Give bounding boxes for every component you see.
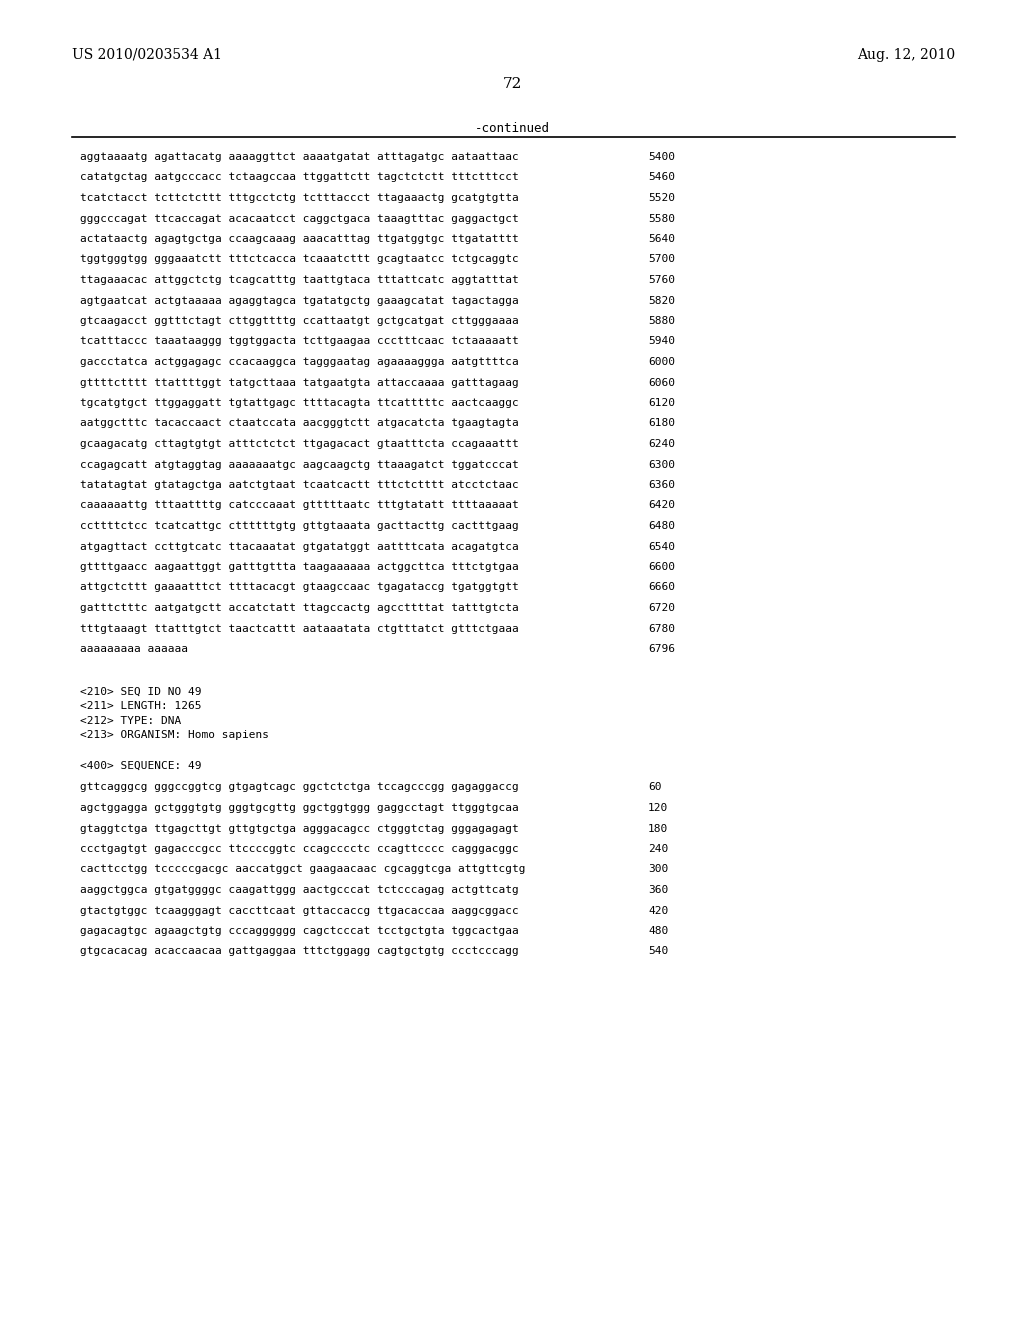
Text: gttttctttt ttattttggt tatgcttaaa tatgaatgta attaccaaaa gatttagaag: gttttctttt ttattttggt tatgcttaaa tatgaat… <box>80 378 519 388</box>
Text: 5640: 5640 <box>648 234 675 244</box>
Text: gtactgtggc tcaagggagt caccttcaat gttaccaccg ttgacaccaa aaggcggacc: gtactgtggc tcaagggagt caccttcaat gttacca… <box>80 906 519 916</box>
Text: 420: 420 <box>648 906 669 916</box>
Text: 6796: 6796 <box>648 644 675 653</box>
Text: 5760: 5760 <box>648 275 675 285</box>
Text: 540: 540 <box>648 946 669 957</box>
Text: Aug. 12, 2010: Aug. 12, 2010 <box>857 48 955 62</box>
Text: 6240: 6240 <box>648 440 675 449</box>
Text: gatttctttc aatgatgctt accatctatt ttagccactg agccttttat tatttgtcta: gatttctttc aatgatgctt accatctatt ttagcca… <box>80 603 519 612</box>
Text: 6120: 6120 <box>648 399 675 408</box>
Text: gcaagacatg cttagtgtgt atttctctct ttgagacact gtaatttcta ccagaaattt: gcaagacatg cttagtgtgt atttctctct ttgagac… <box>80 440 519 449</box>
Text: cacttcctgg tcccccgacgc aaccatggct gaagaacaac cgcaggtcga attgttcgtg: cacttcctgg tcccccgacgc aaccatggct gaagaa… <box>80 865 525 874</box>
Text: gtcaagacct ggtttctagt cttggttttg ccattaatgt gctgcatgat cttgggaaaa: gtcaagacct ggtttctagt cttggttttg ccattaa… <box>80 315 519 326</box>
Text: tggtgggtgg gggaaatctt tttctcacca tcaaatcttt gcagtaatcc tctgcaggtc: tggtgggtgg gggaaatctt tttctcacca tcaaatc… <box>80 255 519 264</box>
Text: aaaaaaaaa aaaaaa: aaaaaaaaa aaaaaa <box>80 644 188 653</box>
Text: 120: 120 <box>648 803 669 813</box>
Text: 6780: 6780 <box>648 623 675 634</box>
Text: 240: 240 <box>648 843 669 854</box>
Text: 6480: 6480 <box>648 521 675 531</box>
Text: 5820: 5820 <box>648 296 675 305</box>
Text: 6720: 6720 <box>648 603 675 612</box>
Text: 6180: 6180 <box>648 418 675 429</box>
Text: <212> TYPE: DNA: <212> TYPE: DNA <box>80 715 181 726</box>
Text: gtgcacacag acaccaacaa gattgaggaa tttctggagg cagtgctgtg ccctcccagg: gtgcacacag acaccaacaa gattgaggaa tttctgg… <box>80 946 519 957</box>
Text: <211> LENGTH: 1265: <211> LENGTH: 1265 <box>80 701 202 711</box>
Text: 6600: 6600 <box>648 562 675 572</box>
Text: ccttttctcc tcatcattgc cttttttgtg gttgtaaata gacttacttg cactttgaag: ccttttctcc tcatcattgc cttttttgtg gttgtaa… <box>80 521 519 531</box>
Text: <213> ORGANISM: Homo sapiens: <213> ORGANISM: Homo sapiens <box>80 730 269 741</box>
Text: tcatctacct tcttctcttt tttgcctctg tctttaccct ttagaaactg gcatgtgtta: tcatctacct tcttctcttt tttgcctctg tctttac… <box>80 193 519 203</box>
Text: 5580: 5580 <box>648 214 675 223</box>
Text: atgagttact ccttgtcatc ttacaaatat gtgatatggt aattttcata acagatgtca: atgagttact ccttgtcatc ttacaaatat gtgatat… <box>80 541 519 552</box>
Text: agtgaatcat actgtaaaaa agaggtagca tgatatgctg gaaagcatat tagactagga: agtgaatcat actgtaaaaa agaggtagca tgatatg… <box>80 296 519 305</box>
Text: 5520: 5520 <box>648 193 675 203</box>
Text: attgctcttt gaaaatttct ttttacacgt gtaagccaac tgagataccg tgatggtgtt: attgctcttt gaaaatttct ttttacacgt gtaagcc… <box>80 582 519 593</box>
Text: ccctgagtgt gagacccgcc ttccccggtc ccagcccctc ccagttcccc cagggacggc: ccctgagtgt gagacccgcc ttccccggtc ccagccc… <box>80 843 519 854</box>
Text: -continued: -continued <box>474 121 550 135</box>
Text: gagacagtgc agaagctgtg cccagggggg cagctcccat tcctgctgta tggcactgaa: gagacagtgc agaagctgtg cccagggggg cagctcc… <box>80 927 519 936</box>
Text: ttagaaacac attggctctg tcagcatttg taattgtaca tttattcatc aggtatttat: ttagaaacac attggctctg tcagcatttg taattgt… <box>80 275 519 285</box>
Text: <210> SEQ ID NO 49: <210> SEQ ID NO 49 <box>80 686 202 697</box>
Text: tatatagtat gtatagctga aatctgtaat tcaatcactt tttctctttt atcctctaac: tatatagtat gtatagctga aatctgtaat tcaatca… <box>80 480 519 490</box>
Text: 6420: 6420 <box>648 500 675 511</box>
Text: ccagagcatt atgtaggtag aaaaaaatgc aagcaagctg ttaaagatct tggatcccat: ccagagcatt atgtaggtag aaaaaaatgc aagcaag… <box>80 459 519 470</box>
Text: 5880: 5880 <box>648 315 675 326</box>
Text: gttttgaacc aagaattggt gatttgttta taagaaaaaa actggcttca tttctgtgaa: gttttgaacc aagaattggt gatttgttta taagaaa… <box>80 562 519 572</box>
Text: catatgctag aatgcccacc tctaagccaa ttggattctt tagctctctt tttctttcct: catatgctag aatgcccacc tctaagccaa ttggatt… <box>80 173 519 182</box>
Text: actataactg agagtgctga ccaagcaaag aaacatttag ttgatggtgc ttgatatttt: actataactg agagtgctga ccaagcaaag aaacatt… <box>80 234 519 244</box>
Text: aatggctttc tacaccaact ctaatccata aacgggtctt atgacatcta tgaagtagta: aatggctttc tacaccaact ctaatccata aacgggt… <box>80 418 519 429</box>
Text: aaggctggca gtgatggggc caagattggg aactgcccat tctcccagag actgttcatg: aaggctggca gtgatggggc caagattggg aactgcc… <box>80 884 519 895</box>
Text: tttgtaaagt ttatttgtct taactcattt aataaatata ctgtttatct gtttctgaaa: tttgtaaagt ttatttgtct taactcattt aataaat… <box>80 623 519 634</box>
Text: 72: 72 <box>503 77 521 91</box>
Text: 300: 300 <box>648 865 669 874</box>
Text: 180: 180 <box>648 824 669 833</box>
Text: 480: 480 <box>648 927 669 936</box>
Text: 6540: 6540 <box>648 541 675 552</box>
Text: gggcccagat ttcaccagat acacaatcct caggctgaca taaagtttac gaggactgct: gggcccagat ttcaccagat acacaatcct caggctg… <box>80 214 519 223</box>
Text: agctggagga gctgggtgtg gggtgcgttg ggctggtggg gaggcctagt ttgggtgcaa: agctggagga gctgggtgtg gggtgcgttg ggctggt… <box>80 803 519 813</box>
Text: gaccctatca actggagagc ccacaaggca tagggaatag agaaaaggga aatgttttca: gaccctatca actggagagc ccacaaggca tagggaa… <box>80 356 519 367</box>
Text: 6660: 6660 <box>648 582 675 593</box>
Text: 5940: 5940 <box>648 337 675 346</box>
Text: gtaggtctga ttgagcttgt gttgtgctga agggacagcc ctgggtctag gggagagagt: gtaggtctga ttgagcttgt gttgtgctga agggaca… <box>80 824 519 833</box>
Text: 5400: 5400 <box>648 152 675 162</box>
Text: caaaaaattg tttaattttg catcccaaat gtttttaatc tttgtatatt ttttaaaaat: caaaaaattg tttaattttg catcccaaat gttttta… <box>80 500 519 511</box>
Text: <400> SEQUENCE: 49: <400> SEQUENCE: 49 <box>80 760 202 771</box>
Text: US 2010/0203534 A1: US 2010/0203534 A1 <box>72 48 222 62</box>
Text: 360: 360 <box>648 884 669 895</box>
Text: gttcagggcg gggccggtcg gtgagtcagc ggctctctga tccagcccgg gagaggaccg: gttcagggcg gggccggtcg gtgagtcagc ggctctc… <box>80 783 519 792</box>
Text: tcatttaccc taaataaggg tggtggacta tcttgaagaa ccctttcaac tctaaaaatt: tcatttaccc taaataaggg tggtggacta tcttgaa… <box>80 337 519 346</box>
Text: aggtaaaatg agattacatg aaaaggttct aaaatgatat atttagatgc aataattaac: aggtaaaatg agattacatg aaaaggttct aaaatga… <box>80 152 519 162</box>
Text: 60: 60 <box>648 783 662 792</box>
Text: 5700: 5700 <box>648 255 675 264</box>
Text: 6300: 6300 <box>648 459 675 470</box>
Text: 6060: 6060 <box>648 378 675 388</box>
Text: 6360: 6360 <box>648 480 675 490</box>
Text: 6000: 6000 <box>648 356 675 367</box>
Text: tgcatgtgct ttggaggatt tgtattgagc ttttacagta ttcatttttc aactcaaggc: tgcatgtgct ttggaggatt tgtattgagc ttttaca… <box>80 399 519 408</box>
Text: 5460: 5460 <box>648 173 675 182</box>
